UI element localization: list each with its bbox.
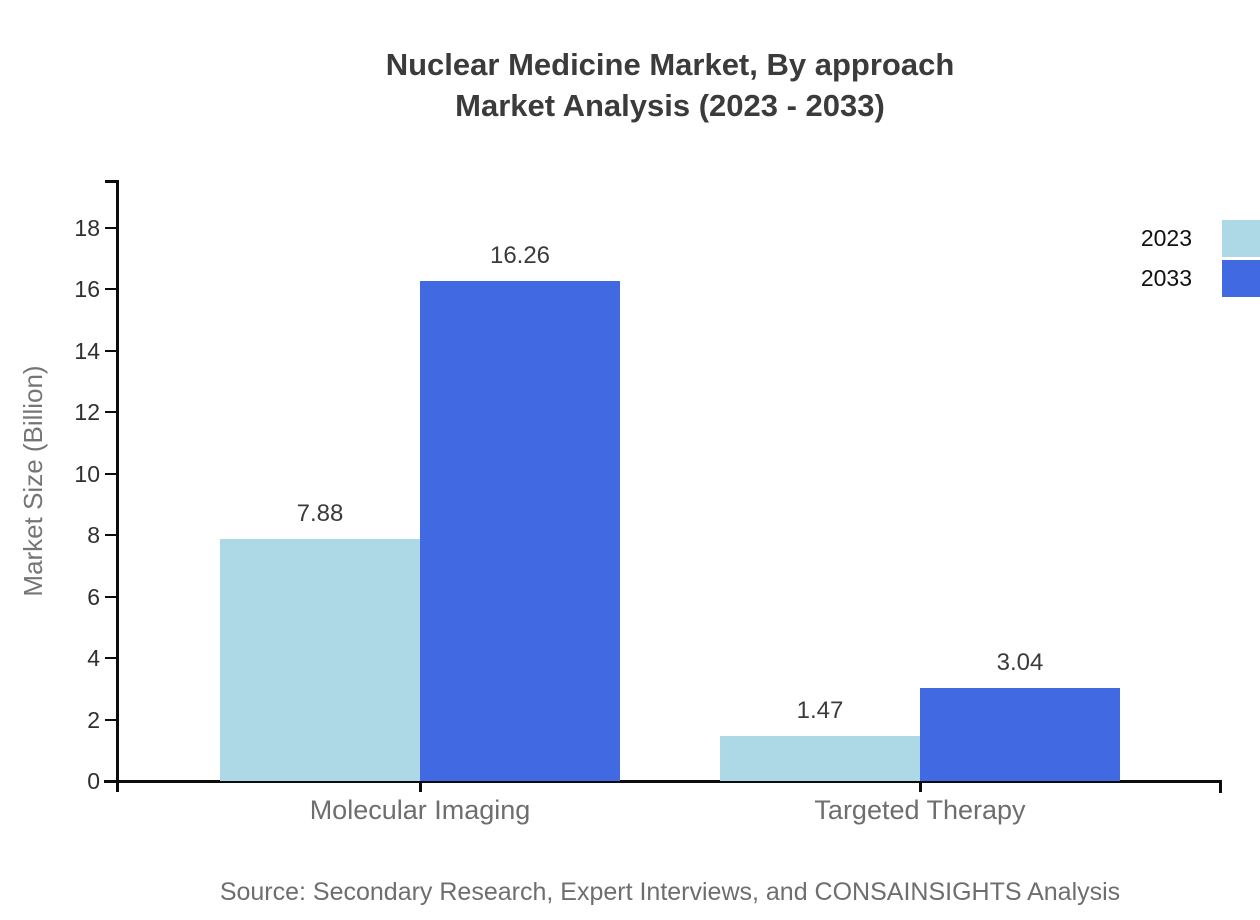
y-tick-label: 8	[87, 522, 100, 549]
y-tick	[105, 657, 116, 660]
y-tick-label: 0	[87, 768, 100, 794]
chart-title: Nuclear Medicine Market, By approach Mar…	[80, 44, 1260, 126]
bar-value-label: 1.47	[796, 696, 844, 724]
y-axis-line	[116, 180, 119, 792]
x-axis-end-cap	[1219, 780, 1222, 793]
bar-2033-1	[920, 687, 1120, 781]
y-tick	[105, 472, 116, 475]
y-tick	[105, 349, 116, 352]
y-tick-label: 2	[87, 706, 100, 733]
x-tick	[419, 781, 422, 792]
y-tick-label: 10	[74, 460, 100, 487]
x-axis-line	[104, 780, 1222, 783]
y-tick	[105, 595, 116, 598]
y-tick-label: 16	[74, 276, 100, 303]
bar-value-label: 3.04	[996, 648, 1044, 676]
category-label: Targeted Therapy	[814, 795, 1026, 825]
y-tick	[105, 718, 116, 721]
chart-title-line1: Nuclear Medicine Market, By approach	[385, 47, 955, 82]
y-tick	[105, 288, 116, 291]
bar-2033-0	[420, 281, 620, 781]
x-tick	[919, 781, 922, 792]
bar-value-label: 7.88	[296, 499, 344, 527]
bar-value-label: 16.26	[489, 242, 551, 270]
chart-title-line2: Market Analysis (2023 - 2033)	[455, 88, 885, 123]
y-tick-label: 12	[74, 399, 100, 426]
y-tick	[105, 534, 116, 537]
y-tick	[105, 411, 116, 414]
y-tick	[105, 227, 116, 229]
y-axis-top-cap	[105, 180, 119, 183]
y-tick-label: 18	[74, 215, 100, 241]
category-label: Molecular Imaging	[309, 795, 531, 825]
y-tick-label: 4	[87, 645, 100, 672]
y-tick-label: 6	[87, 583, 100, 610]
y-tick	[105, 780, 116, 782]
bar-2023-0	[220, 538, 420, 781]
y-tick-label: 14	[74, 337, 100, 364]
bar-2023-1	[720, 735, 920, 781]
source-note: Source: Secondary Research, Expert Inter…	[219, 878, 1121, 906]
